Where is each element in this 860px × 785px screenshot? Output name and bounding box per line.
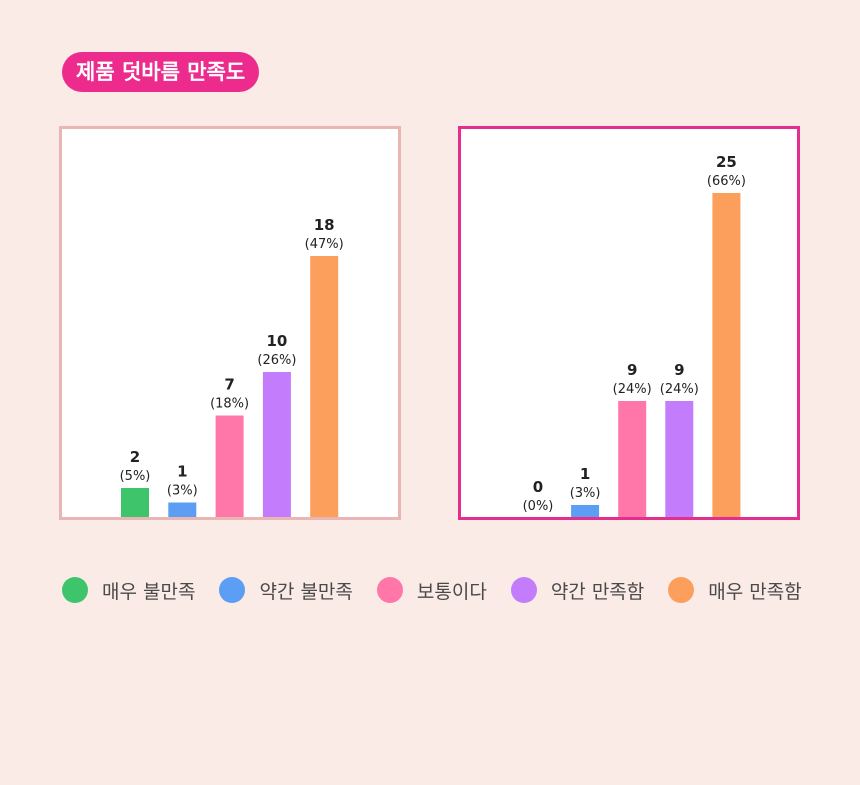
bar-percent-label: (24%) [613, 382, 652, 397]
bar [168, 502, 197, 517]
chart-panel-after: 0 (0%) 1 (3%) 9 (24%) 9 (24%) 25 (66%) [458, 126, 800, 520]
legend: 매우 불만족 약간 불만족 보통이다 약간 만족함 매우 만족함 [62, 576, 802, 604]
bar-value-label: 9 [627, 361, 637, 379]
bar-chart-before: 2 (5%) 1 (3%) 7 (18%) 10 (26%) 18 (47%) [120, 216, 344, 517]
bar-value-label: 25 [716, 153, 737, 171]
bar [618, 401, 647, 517]
bar-percent-label: (47%) [305, 237, 344, 252]
chart-title: 제품 덧바름 만족도 [62, 52, 260, 92]
bar-percent-label: (0%) [523, 499, 554, 514]
bar [262, 372, 291, 517]
bar-value-label: 18 [314, 216, 335, 234]
bar [712, 193, 741, 517]
legend-item: 매우 만족함 [668, 577, 802, 604]
legend-label: 매우 만족함 [708, 580, 802, 603]
bar-value-label: 0 [533, 478, 543, 496]
legend-swatch [510, 577, 537, 603]
bar-value-label: 9 [674, 361, 684, 379]
bar-value-label: 1 [177, 463, 187, 481]
legend-swatch [219, 577, 246, 603]
bar-value-label: 10 [266, 332, 287, 350]
bar [121, 488, 149, 517]
bar [310, 256, 339, 517]
legend-item: 보통이다 [376, 577, 487, 604]
legend-swatch [668, 577, 695, 603]
bar-chart-after: 0 (0%) 1 (3%) 9 (24%) 9 (24%) 25 (66%) [523, 153, 746, 517]
bar-percent-label: (3%) [167, 484, 198, 499]
bar [665, 401, 694, 517]
bar-percent-label: (18%) [210, 397, 249, 412]
bar-percent-label: (3%) [570, 486, 601, 501]
legend-swatch [62, 577, 88, 603]
legend-item: 약간 불만족 [219, 577, 353, 604]
legend-label: 보통이다 [416, 580, 487, 603]
legend-item: 매우 불만족 [62, 577, 195, 604]
bar [571, 505, 600, 517]
bar [215, 415, 244, 517]
bar-value-label: 2 [130, 448, 140, 466]
bar-percent-label: (24%) [660, 382, 699, 397]
legend-label: 약간 불만족 [259, 580, 353, 603]
legend-swatch [376, 577, 403, 603]
legend-label: 매우 불만족 [102, 580, 196, 603]
legend-label: 약간 만족함 [550, 580, 645, 603]
bar-percent-label: (66%) [707, 174, 746, 189]
bar-value-label: 7 [224, 376, 234, 394]
bar-percent-label: (5%) [120, 469, 151, 484]
legend-item: 약간 만족함 [510, 577, 645, 604]
chart-panel-before: 2 (5%) 1 (3%) 7 (18%) 10 (26%) 18 (47%) [59, 126, 401, 520]
bar-percent-label: (26%) [257, 353, 296, 368]
bar-value-label: 1 [580, 465, 590, 483]
